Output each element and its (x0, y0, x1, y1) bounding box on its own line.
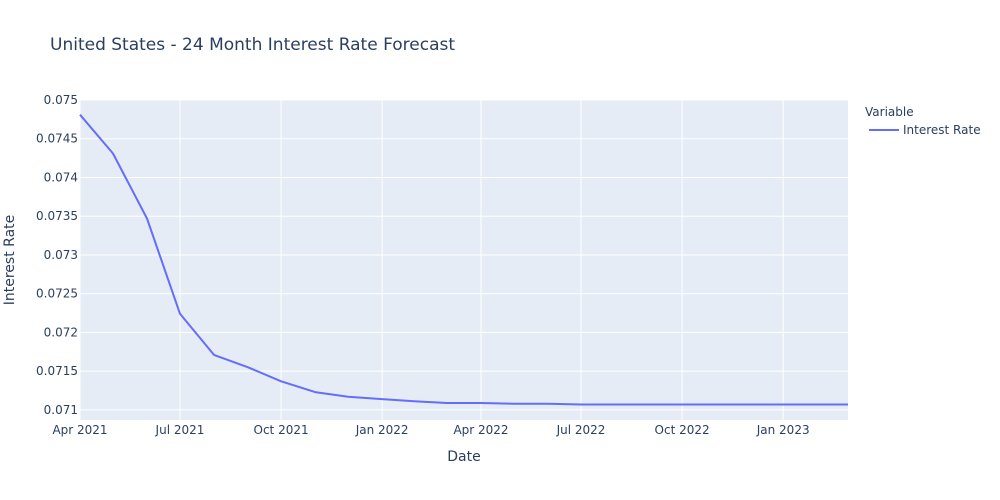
y-axis-ticks: 0.071 0.0715 0.072 0.0725 0.073 0.0735 0.074 0.… (36, 93, 78, 417)
x-axis-ticks: Apr 2021 Jul 2021 Oct 2021 Jan 2022 Apr 2022… (52, 423, 809, 437)
grid (79, 99, 848, 420)
legend: Variable Interest Rate (865, 105, 981, 137)
x-tick-label: Jan 2022 (355, 423, 409, 437)
y-tick-label: 0.0735 (36, 209, 78, 223)
y-tick-label: 0.074 (44, 170, 78, 184)
legend-title: Variable (865, 105, 914, 119)
x-tick-label: Jul 2022 (556, 423, 606, 437)
y-tick-label: 0.0715 (36, 364, 78, 378)
y-tick-label: 0.0745 (36, 132, 78, 146)
x-tick-label: Apr 2022 (453, 423, 508, 437)
y-tick-label: 0.072 (44, 325, 78, 339)
series-layer (79, 114, 848, 406)
x-tick-label: Jan 2023 (756, 423, 810, 437)
y-axis-title: Interest Rate (2, 215, 18, 306)
x-tick-label: Jul 2021 (155, 423, 205, 437)
series-line[interactable] (79, 114, 848, 406)
plot-area (80, 100, 848, 420)
y-tick-label: 0.0725 (36, 287, 78, 301)
x-tick-label: Oct 2022 (655, 423, 710, 437)
x-axis-title: Date (447, 449, 480, 465)
y-tick-label: 0.073 (44, 248, 78, 262)
y-tick-label: 0.075 (44, 93, 78, 107)
x-tick-label: Apr 2021 (52, 423, 107, 437)
x-tick-label: Oct 2021 (254, 423, 309, 437)
chart-title: United States - 24 Month Interest Rate F… (50, 35, 455, 55)
y-tick-label: 0.071 (44, 403, 78, 417)
legend-label[interactable]: Interest Rate (903, 123, 981, 137)
